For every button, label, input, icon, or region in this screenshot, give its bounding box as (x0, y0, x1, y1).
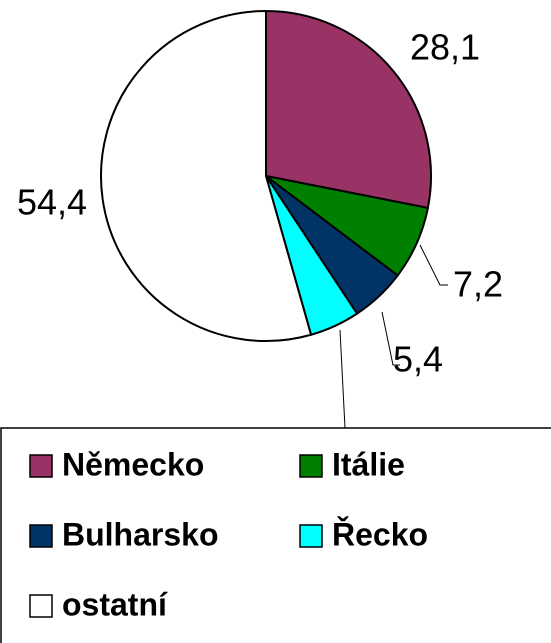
leader-line (381, 311, 400, 366)
pie: 28,1 7,25,4 54,4 (17, 9, 503, 429)
pie-slice (265, 9, 432, 210)
legend: Německo Itálie Bulharsko Řecko ostatní (29, 446, 428, 622)
legend-swatch (29, 524, 53, 548)
leader-line (419, 244, 448, 286)
legend-swatch (299, 454, 323, 478)
data-label: 7,2 (453, 264, 503, 305)
legend-label: Německo (62, 446, 204, 482)
data-label: 5,4 (393, 339, 443, 380)
legend-label: Itálie (332, 446, 405, 482)
legend-box (0, 427, 551, 643)
legend-label: ostatní (62, 586, 168, 622)
legend-swatch (299, 524, 323, 548)
legend-label: Řecko (332, 516, 428, 552)
legend-swatch (29, 594, 53, 618)
legend-swatch (29, 454, 53, 478)
pie-slice (100, 9, 313, 342)
data-label: 28,1 (410, 27, 480, 68)
data-label: 54,4 (17, 182, 87, 223)
leader-line (339, 329, 346, 429)
legend-label: Bulharsko (62, 516, 218, 552)
